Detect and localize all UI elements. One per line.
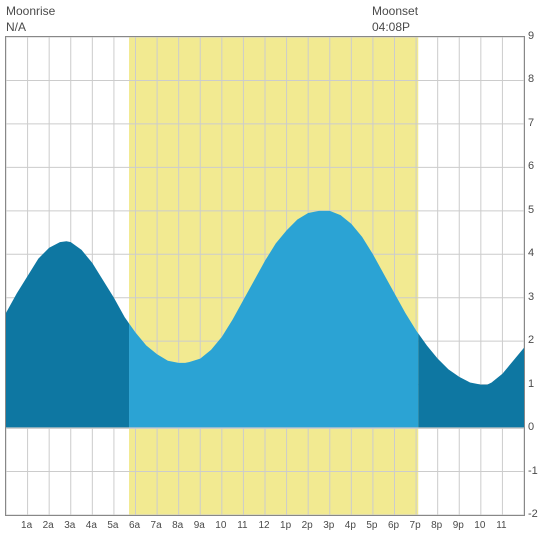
x-tick: 11	[237, 520, 247, 531]
y-tick: 9	[528, 30, 534, 42]
x-tick: 4a	[86, 520, 97, 531]
x-tick: 6a	[129, 520, 140, 531]
moonset-block: Moonset 04:08P	[372, 4, 418, 35]
tide-chart-container: Moonrise N/A Moonset 04:08P -2-101234567…	[0, 0, 550, 550]
x-tick: 11	[496, 520, 506, 531]
tide-svg	[6, 37, 524, 515]
x-tick: 7a	[151, 520, 162, 531]
y-tick: 4	[528, 247, 534, 259]
y-tick: 8	[528, 73, 534, 85]
plot-area	[5, 36, 525, 516]
y-tick: 0	[528, 421, 534, 433]
y-tick: 3	[528, 291, 534, 303]
x-tick: 12	[258, 520, 269, 531]
moonrise-label: Moonrise	[6, 4, 55, 20]
x-tick: 2a	[43, 520, 54, 531]
y-tick: 2	[528, 334, 534, 346]
x-tick: 8a	[172, 520, 183, 531]
x-tick: 5a	[107, 520, 118, 531]
x-tick: 2p	[302, 520, 313, 531]
moonset-value: 04:08P	[372, 20, 418, 36]
x-tick: 8p	[431, 520, 442, 531]
y-tick: 5	[528, 204, 534, 216]
y-tick: 6	[528, 160, 534, 172]
y-tick: 1	[528, 378, 534, 390]
x-tick: 3p	[323, 520, 334, 531]
moonset-label: Moonset	[372, 4, 418, 20]
y-tick: 7	[528, 117, 534, 129]
y-tick: -1	[528, 465, 538, 477]
x-tick: 5p	[366, 520, 377, 531]
x-tick: 3a	[64, 520, 75, 531]
moonrise-value: N/A	[6, 20, 55, 36]
x-tick: 1p	[280, 520, 291, 531]
x-tick: 10	[215, 520, 226, 531]
x-tick: 1a	[21, 520, 32, 531]
x-tick: 6p	[388, 520, 399, 531]
x-tick: 7p	[410, 520, 421, 531]
x-tick: 9a	[194, 520, 205, 531]
y-axis: -2-10123456789	[528, 36, 548, 516]
y-tick: -2	[528, 508, 538, 520]
x-axis: 1a 2a 3a 4a 5a 6a 7a 8a 9a 10 11 12 1p 2p 3p 4p 5p 6p 7p 8p…	[5, 520, 525, 540]
x-tick: 4p	[345, 520, 356, 531]
moonrise-block: Moonrise N/A	[6, 4, 55, 35]
x-tick: 10	[474, 520, 485, 531]
x-tick: 9p	[453, 520, 464, 531]
